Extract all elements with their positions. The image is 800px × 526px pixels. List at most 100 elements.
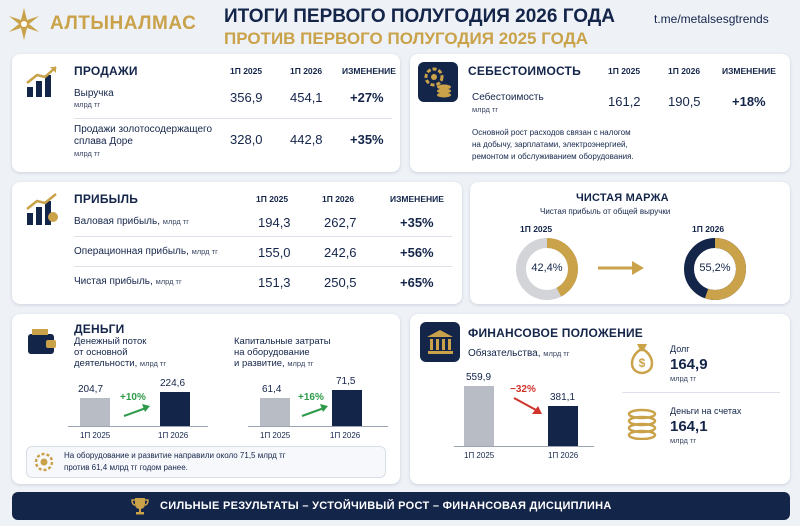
capex-bar-2025 [260, 398, 290, 426]
gross-profit-text: Валовая прибыль, [74, 216, 160, 227]
liab-x-2026: 1П 2026 [548, 451, 579, 460]
trophy-icon [131, 498, 149, 515]
coins-stack-icon [627, 408, 657, 440]
money-note [26, 446, 386, 478]
liab-arrow-icon [513, 397, 542, 414]
margin-donut-2026 [684, 238, 746, 300]
operating-profit-unit: млрд тг [191, 247, 218, 256]
cost-col-change: ИЗМЕНЕНИЕ [722, 66, 776, 76]
operating-profit-text: Операционная прибыль, [74, 246, 189, 257]
sales-divider [74, 118, 392, 119]
profit-card: ПРИБЫЛЬ 1П 2025 1П 2026 ИЗМЕНЕНИЕ Валова… [12, 182, 462, 304]
debt-unit: млрд тг [670, 374, 697, 383]
growth-chart-icon [22, 62, 62, 102]
cashflow-label-1: Денежный поток [74, 336, 147, 347]
capex-label-3: и развитие, млрд тг [234, 358, 314, 369]
liab-2026-value: 381,1 [550, 392, 576, 403]
bank-icon [420, 322, 460, 362]
cashflow-arrow-icon [123, 404, 150, 417]
gross-profit-label: Валовая прибыль, млрд тг [74, 216, 189, 227]
profit-col-2026: 1П 2026 [322, 194, 355, 204]
liab-2025-value: 559,9 [466, 372, 492, 383]
capex-label-3-text: и развитие, [234, 358, 285, 369]
liab-axis [454, 446, 594, 447]
capex-change: +16% [298, 392, 324, 403]
cost-change: +18% [732, 94, 766, 109]
channel-link[interactable]: t.me/metalsesgtrends [654, 12, 769, 26]
cashflow-unit: млрд тг [139, 359, 167, 368]
profit-col-change: ИЗМЕНЕНИЕ [390, 194, 444, 204]
finance-title: ФИНАНСОВОЕ ПОЛОЖЕНИЕ [468, 326, 644, 340]
net-profit-change: +65% [400, 275, 434, 290]
dore-unit: млрд тг [74, 149, 101, 158]
debt-value: 164,9 [670, 356, 708, 373]
dore-change: +35% [350, 132, 384, 147]
cost-2025: 161,2 [608, 94, 641, 109]
dore-label-2: сплава Доре [74, 136, 133, 147]
cashflow-2026-value: 224,6 [160, 378, 186, 389]
net-profit-2026: 250,5 [324, 275, 357, 290]
finance-card: ФИНАНСОВОЕ ПОЛОЖЕНИЕ Обязательства, млрд… [410, 314, 790, 484]
capex-unit: млрд тг [287, 359, 314, 368]
money-card: ДЕНЬГИ Денежный поток от основной деятел… [12, 314, 400, 484]
cost-label: Себестоимость [472, 92, 544, 103]
debt-label: Долг [670, 344, 690, 354]
gross-profit-2026: 262,7 [324, 215, 357, 230]
capex-label-2: на оборудование [234, 347, 310, 358]
net-profit-unit: млрд тг [155, 277, 182, 286]
cashflow-x-2025: 1П 2025 [80, 431, 111, 440]
cost-col-2025: 1П 2025 [608, 66, 641, 76]
cashflow-label-3: деятельности, млрд тг [74, 358, 166, 369]
revenue-change: +27% [350, 90, 384, 105]
margin-value-2026: 55,2% [699, 262, 731, 274]
star-logo-icon [9, 8, 39, 40]
revenue-unit: млрд тг [74, 100, 101, 109]
profit-title: ПРИБЫЛЬ [74, 192, 139, 206]
gross-profit-2025: 194,3 [258, 215, 291, 230]
liab-bar-2026 [548, 406, 578, 446]
operating-profit-label: Операционная прибыль, млрд тг [74, 246, 218, 257]
capex-bar-2026 [332, 390, 362, 426]
margin-donut-2025 [516, 238, 578, 300]
capex-arrow-icon [301, 404, 328, 417]
sales-title: ПРОДАЖИ [74, 64, 138, 78]
brand-name: АЛТЫНАЛМАС [50, 13, 197, 34]
cashflow-bar-2025 [80, 398, 110, 426]
dore-label-1: Продажи золотосодержащего [74, 124, 213, 135]
page-subtitle: ПРОТИВ ПЕРВОГО ПОЛУГОДИЯ 2025 ГОДА [224, 29, 589, 48]
capex-2026-value: 71,5 [336, 376, 356, 387]
footer-text: СИЛЬНЫЕ РЕЗУЛЬТАТЫ – УСТОЙЧИВЫЙ РОСТ – Ф… [160, 500, 612, 512]
finance-divider [622, 392, 780, 393]
profit-col-2025: 1П 2025 [256, 194, 289, 204]
page-title: ИТОГИ ПЕРВОГО ПОЛУГОДИЯ 2026 ГОДА [224, 6, 616, 27]
gross-profit-change: +35% [400, 215, 434, 230]
liabilities-label-text: Обязательства, [468, 348, 541, 359]
cost-note-1: Основной рост расходов связан с налогом [472, 128, 631, 137]
money-note-2: против 61,4 млрд тг годом ранее. [64, 463, 188, 472]
cashflow-2025-value: 204,7 [78, 384, 104, 395]
gear-coin-note-icon [34, 452, 54, 472]
cashflow-axis [68, 426, 208, 427]
revenue-2026: 454,1 [290, 90, 323, 105]
cashflow-x-2026: 1П 2026 [158, 431, 189, 440]
brand-logo [6, 6, 42, 42]
sales-col-2025: 1П 2025 [230, 66, 263, 76]
cost-2026: 190,5 [668, 94, 701, 109]
money-bag-icon: $ [630, 344, 654, 375]
cost-note-3: ремонтом и обслуживанием оборудования. [472, 152, 634, 161]
sales-col-2026: 1П 2026 [290, 66, 323, 76]
money-note-1: На оборудование и развитие направили око… [64, 451, 286, 460]
cashflow-label-3-text: деятельности, [74, 358, 138, 369]
margin-subtitle: Чистая прибыль от общей выручки [540, 207, 671, 216]
operating-profit-2025: 155,0 [258, 245, 291, 260]
sales-col-change: ИЗМЕНЕНИЕ [342, 66, 396, 76]
cashflow-bar-2026 [160, 392, 190, 426]
svg-text:$: $ [639, 356, 646, 370]
margin-arrow-icon [598, 261, 644, 275]
net-profit-label: Чистая прибыль, млрд тг [74, 276, 182, 287]
capex-label-1: Капитальные затраты [234, 336, 331, 347]
liab-bar-2025 [464, 386, 494, 446]
margin-label-2025: 1П 2025 [520, 224, 553, 234]
profit-chart-icon [22, 190, 62, 230]
margin-value-2025: 42,4% [531, 262, 563, 274]
